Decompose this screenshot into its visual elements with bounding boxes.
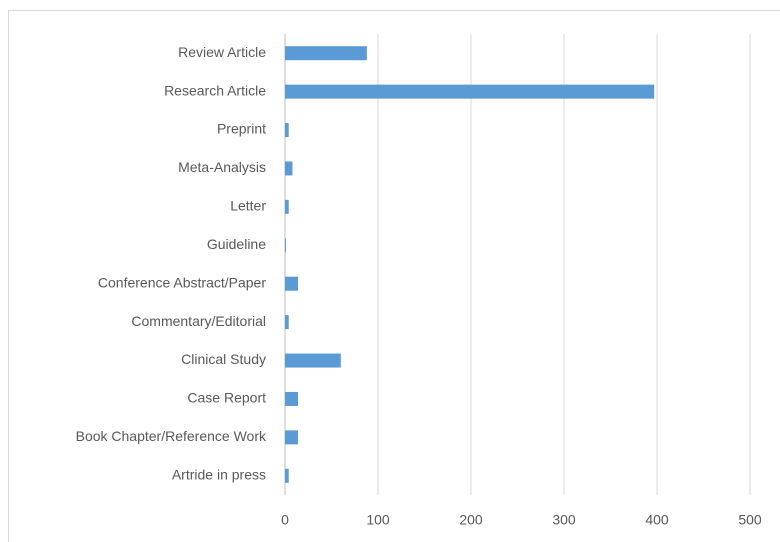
y-tick-label: Preprint [217,121,266,137]
bar [285,123,289,138]
y-tick-label: Conference Abstract/Paper [98,274,266,290]
x-tick-label: 300 [552,512,576,528]
bar [285,315,289,330]
x-tick-label: 100 [366,512,390,528]
bar [285,46,367,61]
bar [285,84,655,99]
bar [285,391,299,406]
x-tick-label: 200 [459,512,483,528]
bar [285,276,299,291]
y-tick-label: Commentary/Editorial [131,313,266,329]
y-tick-label: Meta-Analysis [178,159,266,175]
bar [285,468,289,483]
bar [285,238,286,253]
x-tick-label: 500 [738,512,762,528]
bar [285,199,289,214]
x-tick-label: 400 [645,512,669,528]
y-tick-label: Artride in press [172,466,266,482]
bar [285,430,299,445]
bar [285,161,293,176]
y-tick-label: Guideline [207,236,266,252]
y-tick-label: Review Article [178,44,266,60]
x-tick-label: 0 [281,512,289,528]
y-tick-label: Research Article [164,82,266,98]
y-tick-label: Case Report [187,390,266,406]
y-tick-label: Book Chapter/Reference Work [76,428,267,444]
y-tick-label: Clinical Study [181,351,266,367]
y-tick-label: Letter [230,198,266,214]
bar [285,353,341,368]
chart-frame [8,10,780,542]
